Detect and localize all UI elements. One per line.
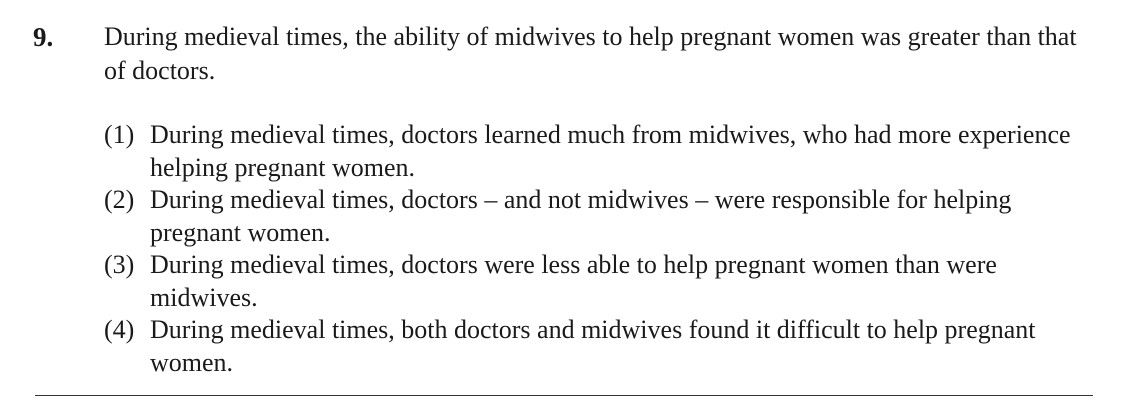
option-text: During medieval times, doctors – and not… [150,185,1012,247]
answer-option-1[interactable]: (1) During medieval times, doctors learn… [104,119,1104,184]
answer-option-3[interactable]: (3) During medieval times, doctors were … [104,249,1104,314]
option-number: (2) [104,185,135,214]
divider-rule [35,395,1093,396]
answer-options: (1) During medieval times, doctors learn… [104,119,1104,379]
option-text: During medieval times, both doctors and … [150,315,1036,377]
option-number: (1) [104,120,135,149]
option-text: During medieval times, doctors were less… [150,250,997,312]
answer-option-2[interactable]: (2) During medieval times, doctors – and… [104,184,1104,249]
question-stem: During medieval times, the ability of mi… [104,22,1077,85]
answer-option-4[interactable]: (4) During medieval times, both doctors … [104,314,1104,379]
option-number: (3) [104,250,135,279]
question-number: 9. [33,22,54,52]
option-number: (4) [104,315,135,344]
option-text: During medieval times, doctors learned m… [150,120,1071,182]
